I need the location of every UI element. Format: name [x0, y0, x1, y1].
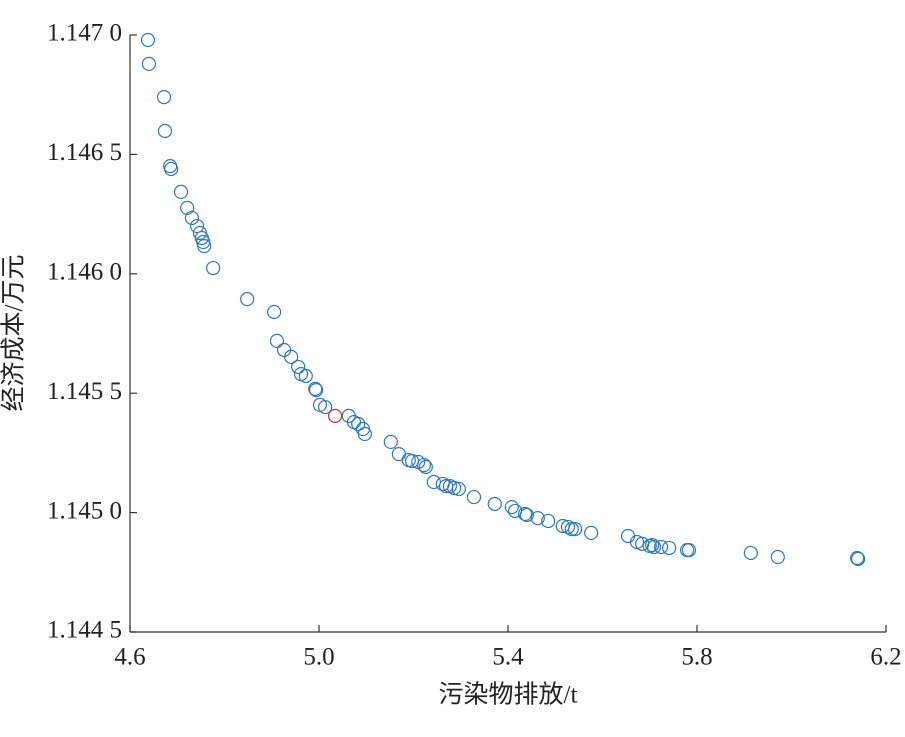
x-tick-label: 5.8 [681, 644, 712, 671]
point [276, 342, 292, 358]
point [351, 416, 366, 432]
point [189, 218, 205, 234]
point [180, 200, 195, 215]
point [418, 459, 433, 475]
point [240, 292, 255, 307]
point [447, 480, 462, 496]
point [284, 349, 299, 365]
point [560, 519, 576, 535]
point [308, 381, 323, 397]
y-tick-label: 1.145 5 [47, 378, 122, 405]
point [197, 238, 212, 254]
point [504, 500, 519, 515]
point [662, 540, 677, 556]
point [327, 408, 343, 423]
point [309, 382, 324, 398]
y-tick-label: 1.146 0 [47, 259, 122, 286]
y-axis-label: 经济成本/万元 [0, 255, 28, 412]
y-tick-label: 1.145 0 [47, 497, 122, 524]
point [487, 496, 502, 512]
point [645, 537, 660, 553]
x-tick-label: 4.6 [114, 644, 145, 671]
point [646, 539, 662, 555]
point [298, 368, 313, 384]
point [184, 210, 199, 226]
x-tick-label: 6.2 [870, 644, 901, 671]
point [743, 545, 758, 561]
point [850, 550, 865, 566]
y-tick-label: 1.144 5 [47, 617, 122, 644]
point [770, 549, 785, 565]
point [517, 506, 533, 522]
point [291, 359, 306, 375]
y-tick-label: 1.147 0 [47, 20, 122, 47]
point [173, 184, 189, 199]
point [164, 161, 179, 177]
x-axis-label: 污染物排放/t [439, 681, 578, 709]
point [564, 521, 579, 537]
point [357, 426, 372, 442]
x-tick-label: 5.4 [492, 644, 524, 671]
point [267, 304, 282, 320]
point [653, 539, 669, 555]
point [391, 446, 406, 462]
point [383, 434, 398, 450]
point [157, 123, 173, 139]
point [567, 521, 583, 537]
point [466, 489, 482, 505]
point [584, 525, 599, 540]
point [426, 474, 441, 490]
point [206, 260, 221, 276]
point [541, 513, 556, 529]
point [530, 510, 545, 526]
y-tick-label: 1.146 5 [47, 139, 122, 166]
point [141, 56, 156, 71]
point [620, 528, 636, 544]
point [681, 542, 697, 558]
point [318, 399, 333, 415]
point [451, 481, 466, 497]
point [269, 333, 285, 349]
point [519, 507, 535, 523]
point [140, 32, 156, 48]
x-tick-label: 5.0 [303, 644, 334, 671]
point [416, 457, 431, 473]
point [851, 551, 866, 567]
point [156, 89, 172, 105]
